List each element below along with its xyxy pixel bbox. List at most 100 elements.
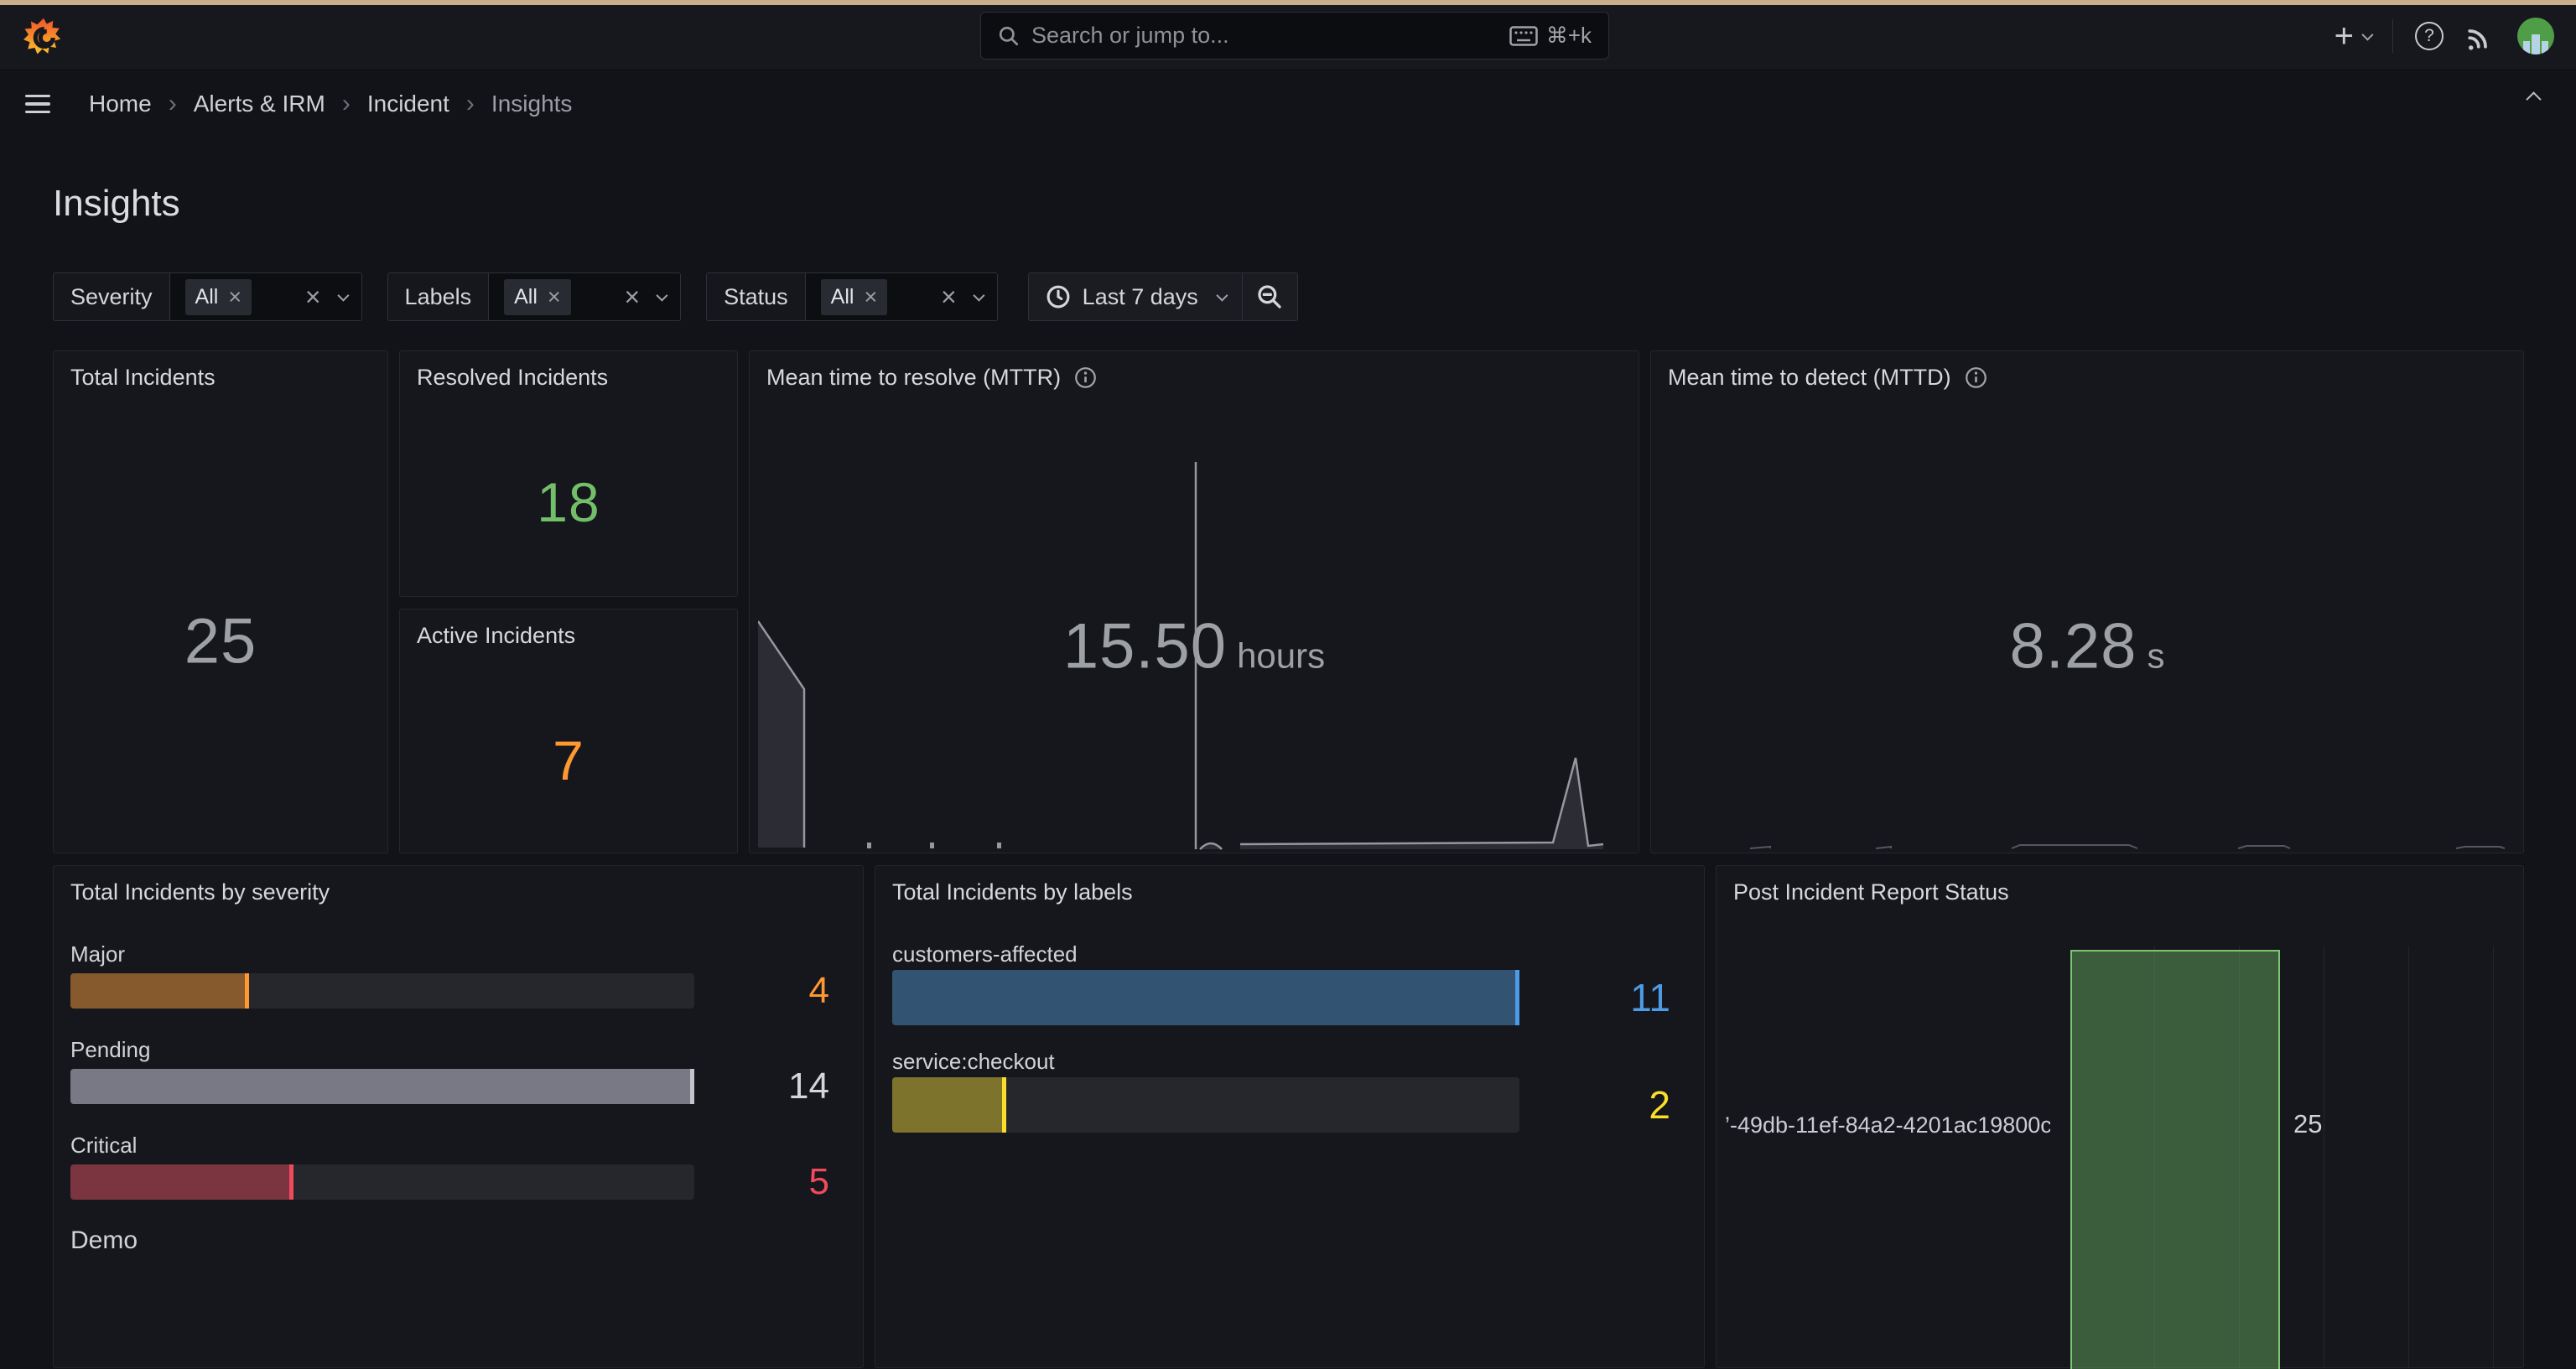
panel-resolved-incidents: Resolved Incidents 18 <box>399 350 738 597</box>
gridline <box>2493 946 2494 1367</box>
time-range-picker: Last 7 days <box>1027 272 1298 321</box>
gauge-value: 2 <box>1649 1083 1670 1127</box>
avatar-buildings-icon <box>2523 34 2548 54</box>
search-shortcut: ⌘+k <box>1509 23 1592 49</box>
panel-title[interactable]: Mean time to resolve (MTTR) <box>766 365 1097 391</box>
gauge-track <box>892 970 1519 1025</box>
panel-title[interactable]: Post Incident Report Status <box>1733 879 2009 905</box>
gauge-fill <box>892 1077 1006 1133</box>
grafana-logo-icon[interactable] <box>23 17 64 59</box>
info-icon[interactable] <box>1965 366 1987 389</box>
gauge-value: 5 <box>808 1161 829 1202</box>
zoom-out-button[interactable] <box>1241 273 1297 320</box>
gauge-row-customers-affected: customers-affected 11 <box>892 940 1670 1025</box>
chip-close-icon[interactable]: × <box>547 283 561 309</box>
panel-title[interactable]: Total Incidents by severity <box>70 879 330 905</box>
stat-value: 15.50 hours <box>1062 610 1326 682</box>
panel-title[interactable]: Total Incidents <box>70 365 216 390</box>
clear-icon[interactable]: × <box>304 282 321 312</box>
clear-icon[interactable]: × <box>624 282 641 312</box>
breadcrumb-alerts-irm[interactable]: Alerts & IRM <box>193 91 325 117</box>
clear-icon[interactable]: × <box>940 282 957 312</box>
gauge-value: 14 <box>788 1066 829 1107</box>
gauge-row-pending: Pending 14 <box>70 1035 829 1107</box>
chevron-down-icon[interactable] <box>336 289 350 302</box>
gridline <box>2408 946 2409 1367</box>
chevron-down-icon <box>1216 289 1228 302</box>
chevron-down-icon[interactable] <box>973 289 985 302</box>
stat-value: 25 <box>184 605 257 677</box>
report-status-bar <box>2070 950 2280 1369</box>
filter-status-select[interactable]: All × × <box>805 273 997 320</box>
new-button[interactable]: + <box>2334 17 2374 54</box>
keyboard-icon <box>1509 25 1538 46</box>
gauge-row-service-checkout: service:checkout 2 <box>892 1047 1670 1133</box>
filter-chip[interactable]: All × <box>504 278 571 315</box>
stat-value: 8.28 s <box>2009 610 2165 682</box>
filter-severity-select[interactable]: All × × <box>169 273 361 320</box>
gauge-row-major: Major 4 <box>70 940 829 1012</box>
panel-title[interactable]: Mean time to detect (MTTD) <box>1668 365 1987 391</box>
panel-mttd: Mean time to detect (MTTD) 8.28 s <box>1650 350 2524 853</box>
gauge-row-demo: Demo <box>70 1226 829 1255</box>
gauge-row-critical: Critical 5 <box>70 1131 829 1203</box>
panel-active-incidents: Active Incidents 7 <box>399 609 738 853</box>
gridline <box>2154 946 2155 1367</box>
filter-labels-select[interactable]: All × × <box>489 273 681 320</box>
gauge-fill <box>892 970 1519 1025</box>
breadcrumb-separator: › <box>168 90 177 117</box>
breadcrumb-home[interactable]: Home <box>89 91 152 117</box>
breadcrumb-insights: Insights <box>491 91 573 117</box>
report-bar-value: 25 <box>2293 1109 2323 1138</box>
panel-title[interactable]: Active Incidents <box>417 623 576 648</box>
top-nav-bar: Search or jump to... ⌘+k + ? <box>0 5 2576 70</box>
filter-severity: Severity All × × <box>53 272 362 321</box>
severity-gauge: Major 4 Pending 14 Critical 5 Demo <box>70 940 829 1278</box>
info-icon[interactable] <box>1074 366 1097 389</box>
gauge-row-label: customers-affected <box>892 941 1078 967</box>
menu-icon[interactable] <box>25 94 50 114</box>
gauge-row-label: Demo <box>70 1226 138 1254</box>
mttd-sparkline <box>1749 844 2506 849</box>
avatar[interactable] <box>2517 17 2554 54</box>
chip-close-icon[interactable]: × <box>864 283 878 309</box>
plus-icon: + <box>2334 17 2354 54</box>
page-title: Insights <box>53 183 180 224</box>
gauge-value: 11 <box>1630 976 1670 1019</box>
gauge-track <box>70 1069 694 1104</box>
gauge-row-label: Pending <box>70 1037 151 1062</box>
stat-value: 18 <box>537 471 600 533</box>
panel-title[interactable]: Total Incidents by labels <box>892 879 1133 905</box>
breadcrumb-bar: Home › Alerts & IRM › Incident › Insight… <box>0 70 2576 137</box>
collapse-chevron-up-icon[interactable] <box>2526 91 2542 107</box>
search-input[interactable]: Search or jump to... ⌘+k <box>980 12 1609 60</box>
top-nav-actions: + ? <box>2334 12 2554 60</box>
time-range-button[interactable]: Last 7 days <box>1029 273 1242 320</box>
panel-post-incident-report-status: Post Incident Report Status ’-49db-11ef-… <box>1716 865 2524 1369</box>
gauge-track <box>70 1164 694 1200</box>
filter-chip[interactable]: All × <box>820 278 888 315</box>
gauge-fill <box>70 973 249 1009</box>
filter-row: Severity All × × Labels All × × Status All… <box>53 272 1298 321</box>
breadcrumb-separator: › <box>341 90 351 117</box>
gridline <box>2239 946 2240 1367</box>
breadcrumb-incident[interactable]: Incident <box>366 91 449 117</box>
gauge-row-label: service:checkout <box>892 1049 1055 1074</box>
gauge-track <box>70 973 694 1009</box>
gauge-track <box>892 1077 1519 1133</box>
time-range-label: Last 7 days <box>1082 283 1198 309</box>
chevron-down-icon[interactable] <box>656 289 668 302</box>
divider <box>2392 18 2393 53</box>
stat-value: 7 <box>553 729 584 791</box>
panel-mttr: Mean time to resolve (MTTR) 15.50 hours <box>749 350 1639 853</box>
filter-chip[interactable]: All × <box>184 278 252 315</box>
panel-incidents-by-severity: Total Incidents by severity Major 4 Pend… <box>53 865 864 1368</box>
filter-label: Labels <box>387 273 490 320</box>
help-icon[interactable]: ? <box>2415 21 2444 50</box>
news-rss-icon[interactable] <box>2465 21 2496 51</box>
breadcrumb-separator: › <box>465 90 475 117</box>
panel-title[interactable]: Resolved Incidents <box>417 365 609 390</box>
chip-close-icon[interactable]: × <box>228 283 242 309</box>
labels-gauge: customers-affected 11 service:checkout 2 <box>892 940 1670 1154</box>
gauge-fill <box>70 1164 293 1200</box>
